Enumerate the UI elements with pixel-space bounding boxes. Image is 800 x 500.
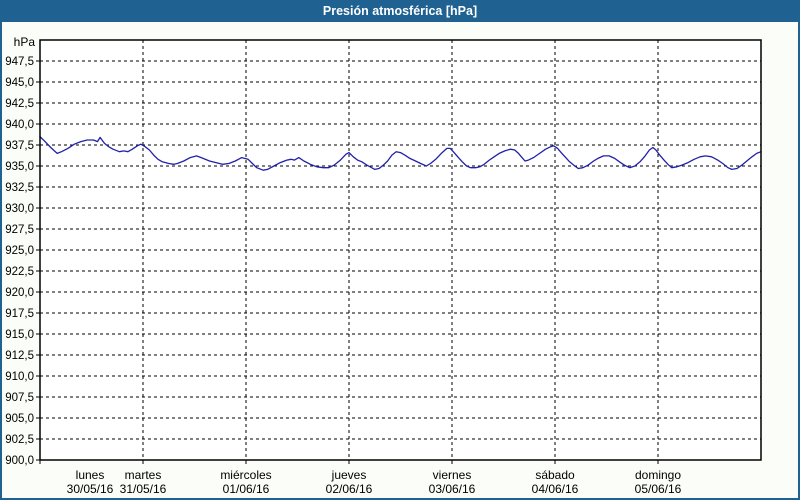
pressure-line-chart: 947,5 945,0 942,5 940,0 937,5 935,0 932,5 930,0… xyxy=(5,39,762,496)
window-title: Presión atmosférica [hPa] xyxy=(322,4,478,18)
plot-frame xyxy=(39,39,762,461)
y-tick-label: 907,5 xyxy=(5,392,34,404)
x-weekday-label: miércoles xyxy=(220,468,271,482)
y-tick-label: 937,5 xyxy=(5,140,34,152)
y-tick-label: 930,0 xyxy=(5,203,34,215)
x-date-label: 31/05/16 xyxy=(120,482,167,496)
x-date-label: 05/06/16 xyxy=(635,482,682,496)
x-weekday-label: domingo xyxy=(635,468,681,482)
x-date-label: 02/06/16 xyxy=(326,482,373,496)
x-date-label: 01/06/16 xyxy=(223,482,270,496)
y-tick-label: 942,5 xyxy=(5,98,34,110)
y-tick-label: 920,0 xyxy=(5,287,34,299)
x-weekday-label: sábado xyxy=(535,468,575,482)
y-tick-label: 915,0 xyxy=(5,329,34,341)
y-tick-label: 917,5 xyxy=(5,308,34,320)
pressure-series-line xyxy=(39,135,762,171)
y-tick-label: 945,0 xyxy=(5,77,34,89)
y-tick-label: 925,0 xyxy=(5,245,34,257)
y-tick-label: 922,5 xyxy=(5,266,34,278)
x-date-label: 04/06/16 xyxy=(532,482,579,496)
y-tick-label: 912,5 xyxy=(5,350,34,362)
y-tick-label: 927,5 xyxy=(5,224,34,236)
x-date-label: 30/05/16 xyxy=(67,482,114,496)
y-axis-unit-label: hPa xyxy=(13,35,35,49)
y-tick-label: 902,5 xyxy=(5,434,34,446)
x-date-label: 03/06/16 xyxy=(429,482,476,496)
x-weekday-label: viernes xyxy=(433,468,472,482)
y-tick-label: 940,0 xyxy=(5,119,34,131)
y-tick-label: 905,0 xyxy=(5,413,34,425)
y-tick-label: 935,0 xyxy=(5,161,34,173)
y-tick-label: 900,0 xyxy=(5,455,34,467)
x-weekday-label: martes xyxy=(125,468,162,482)
chart-container: hPa 947,5 945,0 942,5 940,0 937,5 935,0 932,5 9… xyxy=(2,22,798,498)
x-weekday-label: jueves xyxy=(331,468,367,482)
y-tick-label: 932,5 xyxy=(5,182,34,194)
y-tick-label: 947,5 xyxy=(5,56,34,68)
y-tick-label: 910,0 xyxy=(5,371,34,383)
x-weekday-label: lunes xyxy=(76,468,105,482)
